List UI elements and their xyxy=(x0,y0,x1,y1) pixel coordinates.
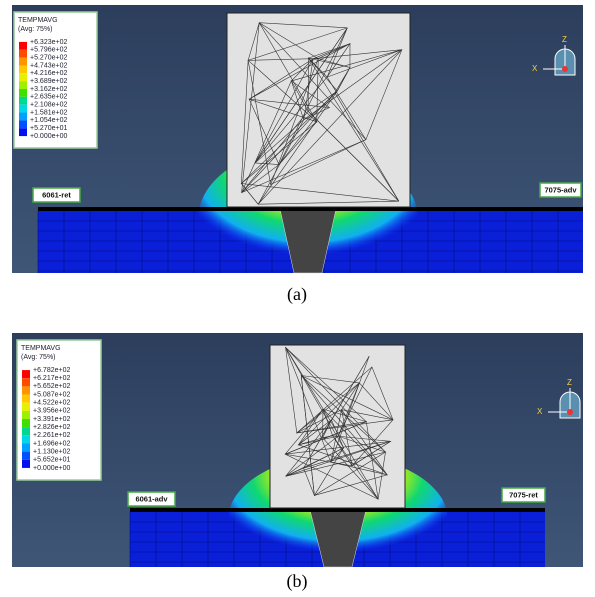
legend-swatch xyxy=(19,65,27,73)
legend-label: +1.054e+02 xyxy=(30,117,67,124)
legend-swatch xyxy=(19,81,27,89)
legend-swatch xyxy=(22,395,30,403)
legend-label: +3.162e+02 xyxy=(30,86,67,93)
legend-title: TEMPMAVG xyxy=(21,345,61,352)
legend-swatch xyxy=(22,386,30,394)
legend-label: +5.270e+02 xyxy=(30,54,67,61)
plate-top xyxy=(130,508,545,512)
triad-z: Z xyxy=(562,35,567,44)
legend-label: +2.635e+02 xyxy=(30,94,67,101)
legend-swatch xyxy=(22,403,30,411)
legend-label: +4.522e+02 xyxy=(33,400,70,407)
legend-title: TEMPMAVG xyxy=(18,17,58,24)
legend-swatch xyxy=(22,460,30,468)
legend-swatch xyxy=(22,370,30,378)
panel: TEMPMAVG(Avg: 75%)+6.782e+02+6.217e+02+5… xyxy=(12,333,583,592)
right-label: 7075-ret xyxy=(509,490,538,499)
triad-x: X xyxy=(532,64,538,73)
caption: (b) xyxy=(287,571,308,592)
legend-swatch xyxy=(22,427,30,435)
legend-swatch xyxy=(19,50,27,58)
legend-swatch xyxy=(19,113,27,121)
legend-swatch xyxy=(19,97,27,105)
legend-label: +1.581e+02 xyxy=(30,109,67,116)
legend-label: +3.391e+02 xyxy=(33,416,70,423)
legend-swatch xyxy=(19,89,27,97)
triad-origin xyxy=(562,66,568,72)
legend-label: +1.130e+02 xyxy=(33,448,70,455)
legend-swatch xyxy=(19,42,27,50)
legend-label: +2.108e+02 xyxy=(30,102,67,109)
caption: (a) xyxy=(287,284,307,305)
legend-label: +4.743e+02 xyxy=(30,62,67,69)
legend-swatch xyxy=(22,452,30,460)
legend-swatch xyxy=(22,443,30,451)
legend-swatch xyxy=(19,73,27,81)
legend-swatch xyxy=(22,419,30,427)
legend-swatch xyxy=(22,435,30,443)
legend-label: +6.782e+02 xyxy=(33,367,70,374)
legend-label: +5.087e+02 xyxy=(33,391,70,398)
legend-label: +6.323e+02 xyxy=(30,39,67,46)
right-label: 7075-adv xyxy=(544,185,577,194)
legend-label: +5.652e+02 xyxy=(33,383,70,390)
left-label: 6061-adv xyxy=(135,494,168,503)
legend-swatch xyxy=(19,105,27,113)
legend-swatch xyxy=(22,378,30,386)
legend-label: +5.652e+01 xyxy=(33,457,70,464)
legend-label: +2.261e+02 xyxy=(33,432,70,439)
plate-top xyxy=(38,207,583,211)
legend-subtitle: (Avg: 75%) xyxy=(18,26,53,33)
legend-label: +5.796e+02 xyxy=(30,47,67,54)
legend-swatch xyxy=(19,58,27,66)
legend-swatch xyxy=(19,128,27,136)
legend-label: +4.216e+02 xyxy=(30,70,67,77)
legend-label: +1.696e+02 xyxy=(33,440,70,447)
panel: TEMPMAVG(Avg: 75%)+6.323e+02+5.796e+02+5… xyxy=(12,5,583,305)
legend-label: +0.000e+00 xyxy=(33,465,70,472)
figure: TEMPMAVG(Avg: 75%)+6.323e+02+5.796e+02+5… xyxy=(0,0,595,597)
legend-subtitle: (Avg: 75%) xyxy=(21,354,56,361)
legend-label: +3.689e+02 xyxy=(30,78,67,85)
legend-swatch xyxy=(22,411,30,419)
triad-z: Z xyxy=(567,378,572,387)
left-label: 6061-ret xyxy=(42,190,71,199)
triad-origin xyxy=(567,409,573,415)
legend-label: +6.217e+02 xyxy=(33,375,70,382)
legend-label: +3.956e+02 xyxy=(33,408,70,415)
legend-label: +0.000e+00 xyxy=(30,133,67,140)
legend-swatch xyxy=(19,120,27,128)
triad-x: X xyxy=(537,407,543,416)
legend-label: +2.826e+02 xyxy=(33,424,70,431)
legend-label: +5.270e+01 xyxy=(30,125,67,132)
